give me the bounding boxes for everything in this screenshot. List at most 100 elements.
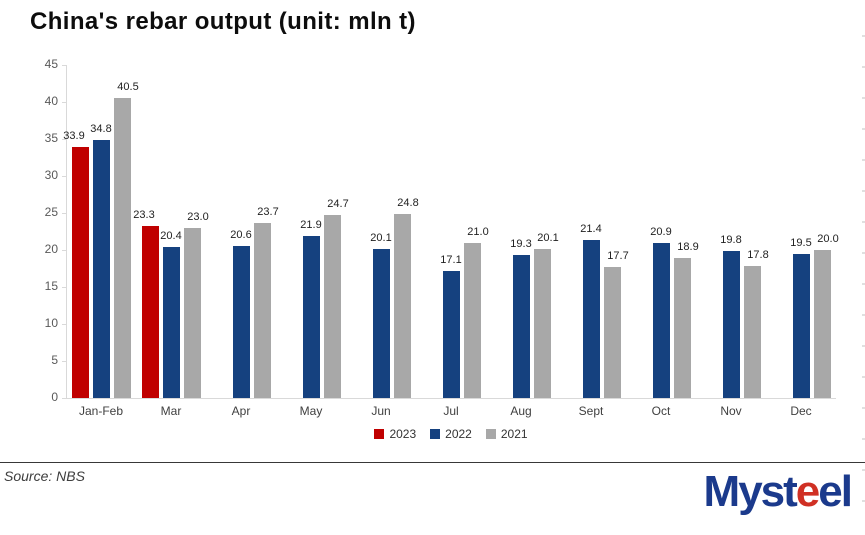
y-axis-tick — [62, 287, 66, 288]
bar-2022 — [582, 239, 600, 398]
chart-legend: 2023 2022 2021 — [66, 427, 836, 441]
bar-value-label: 18.9 — [677, 241, 699, 254]
x-axis-category-label: Oct — [651, 404, 671, 418]
chart-title: China's rebar output (unit: mln t) — [30, 8, 416, 35]
bar-value-label: 20.4 — [160, 230, 182, 243]
legend-label: 2023 — [389, 427, 417, 441]
y-axis-tick — [62, 324, 66, 325]
bar-value-label: 23.3 — [133, 208, 155, 221]
bar-2022 — [442, 271, 460, 398]
bar-2022 — [302, 235, 320, 398]
y-axis-tick — [62, 398, 66, 399]
bar-value-label: 24.7 — [327, 198, 349, 211]
x-axis-category-label: Jul — [443, 404, 459, 418]
bar-2021 — [393, 214, 411, 398]
y-axis-line — [66, 65, 67, 399]
x-axis-category-label: Apr — [231, 404, 251, 418]
bar-2021 — [673, 258, 691, 398]
x-axis-category-label: Mar — [160, 404, 182, 418]
logo-text-myst: Myst — [703, 467, 798, 516]
bar-value-label: 20.6 — [230, 228, 252, 241]
bar-2022 — [372, 249, 390, 398]
bar-value-label: 19.8 — [720, 234, 742, 247]
bar-2022 — [792, 253, 810, 398]
y-axis-tick — [62, 250, 66, 251]
bar-2022 — [722, 251, 740, 398]
bar-value-label: 23.7 — [257, 205, 279, 218]
source-note: Source: NBS — [4, 468, 85, 484]
y-axis-tick-label: 10 — [44, 316, 58, 330]
bar-value-label: 33.9 — [63, 130, 85, 143]
bar-value-label: 21.0 — [467, 225, 489, 238]
x-axis-line — [66, 398, 836, 399]
bar-2022 — [162, 247, 180, 398]
logo-text-l: l — [840, 467, 853, 516]
y-axis-tick-label: 15 — [44, 279, 58, 293]
y-axis-tick — [62, 176, 66, 177]
y-axis-tick-label: 25 — [44, 205, 58, 219]
bar-value-label: 20.9 — [650, 226, 672, 239]
y-axis-tick-label: 0 — [51, 390, 58, 404]
right-edge-marks — [862, 6, 865, 530]
legend-item-2023: 2023 — [374, 427, 416, 441]
y-axis-tick — [62, 65, 66, 66]
bar-value-label: 17.7 — [607, 250, 629, 263]
bar-value-label: 20.1 — [537, 232, 559, 245]
legend-swatch-icon — [485, 429, 496, 439]
bar-2021 — [813, 250, 831, 398]
bar-value-label: 19.5 — [790, 236, 812, 249]
bar-2022 — [92, 140, 110, 398]
bar-value-label: 23.0 — [187, 210, 209, 223]
x-axis-category-label: Jan-Feb — [78, 404, 124, 418]
x-axis-category-label: Sept — [578, 404, 604, 418]
legend-label: 2022 — [445, 427, 472, 441]
legend-swatch-icon — [430, 429, 441, 439]
bar-2022 — [512, 255, 530, 398]
x-axis-category-label: Jun — [371, 404, 391, 418]
y-axis-tick-label: 30 — [44, 168, 58, 182]
bar-2021 — [463, 242, 481, 398]
legend-label: 2021 — [500, 427, 528, 441]
bar-2021 — [533, 249, 551, 398]
bar-2021 — [323, 215, 341, 398]
bar-2021 — [183, 227, 201, 398]
bar-value-label: 24.8 — [397, 197, 419, 210]
bar-2021 — [113, 98, 131, 398]
legend-item-2021: 2021 — [485, 427, 528, 441]
y-axis-tick-label: 5 — [51, 353, 58, 367]
legend-item-2022: 2022 — [430, 427, 472, 441]
bar-value-label: 34.8 — [90, 123, 112, 136]
y-axis-tick-label: 45 — [44, 57, 58, 71]
x-axis-category-label: Aug — [510, 404, 532, 418]
y-axis-tick — [62, 361, 66, 362]
y-axis-tick-label: 35 — [44, 131, 58, 145]
logo-text-e-red: e — [795, 467, 821, 516]
bar-value-label: 21.4 — [580, 222, 602, 235]
x-axis-category-label: Dec — [790, 404, 812, 418]
bar-2023 — [71, 147, 89, 398]
bar-2023 — [141, 225, 159, 398]
y-axis-tick-label: 20 — [44, 242, 58, 256]
bar-2021 — [743, 266, 761, 398]
y-axis-tick — [62, 139, 66, 140]
bar-2021 — [253, 222, 271, 398]
bar-value-label: 21.9 — [300, 218, 322, 231]
y-axis-tick — [62, 102, 66, 103]
y-axis-tick-label: 40 — [44, 94, 58, 108]
bar-2022 — [652, 243, 670, 398]
bar-value-label: 17.1 — [440, 254, 462, 267]
bar-value-label: 19.3 — [510, 238, 532, 251]
bar-value-label: 17.8 — [747, 249, 769, 262]
bar-value-label: 40.5 — [117, 81, 139, 94]
bar-value-label: 20.1 — [370, 232, 392, 245]
bar-2022 — [232, 245, 250, 398]
x-axis-category-label: May — [299, 404, 323, 418]
legend-swatch-icon — [374, 429, 385, 439]
bar-value-label: 20.0 — [817, 233, 839, 245]
mysteel-logo: Mysteel — [703, 467, 854, 516]
y-axis-tick — [62, 213, 66, 214]
x-axis-category-label: Nov — [720, 404, 742, 418]
logo-text-e-blue: e — [818, 467, 843, 516]
